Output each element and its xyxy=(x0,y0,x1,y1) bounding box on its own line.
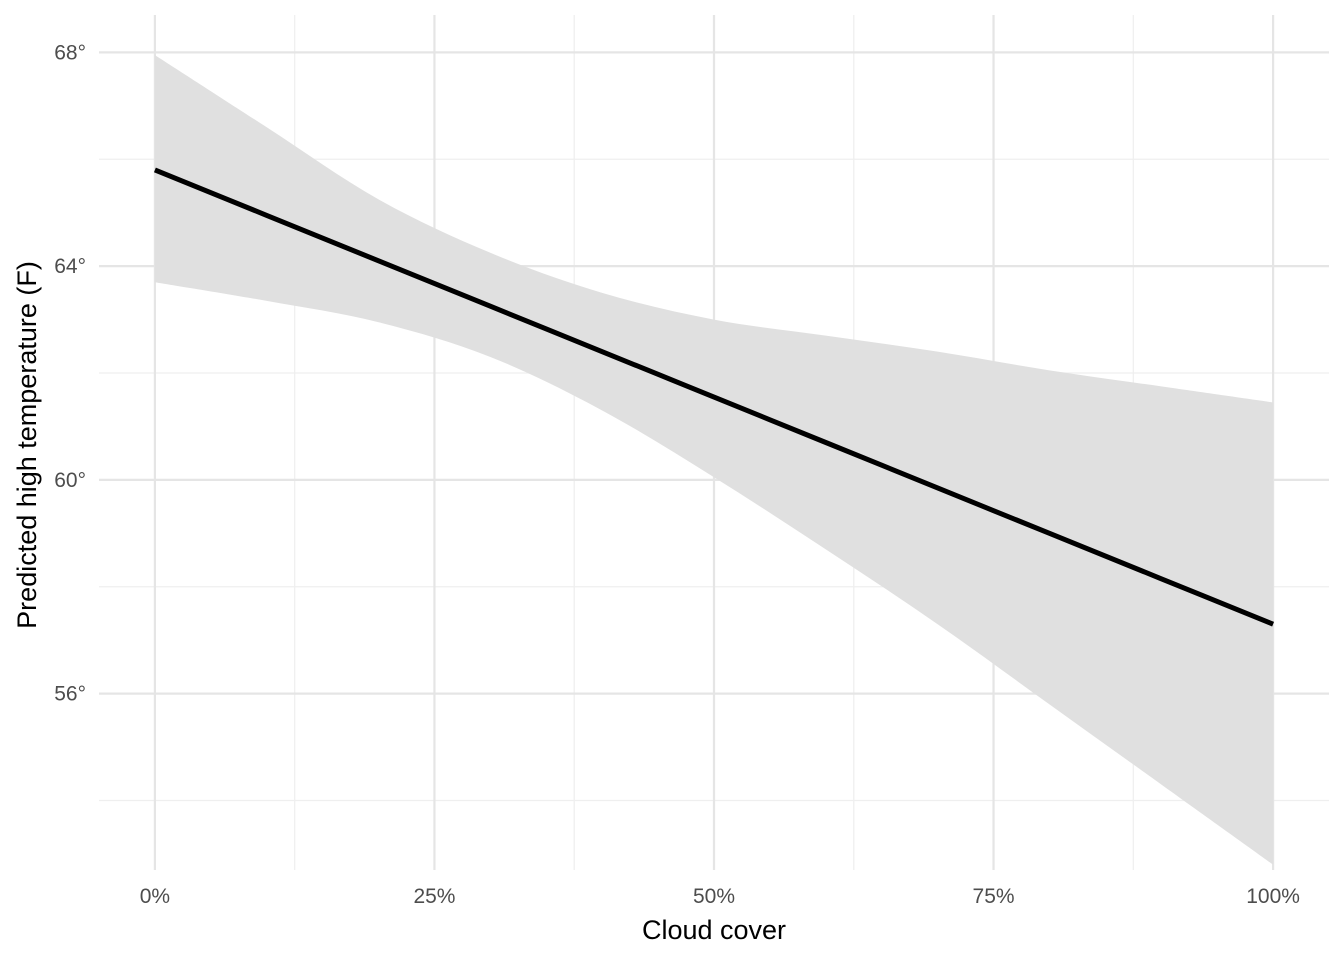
regression-line-layer xyxy=(153,167,1275,627)
y-tick-label: 56° xyxy=(54,683,86,706)
y-tick-label: 64° xyxy=(54,255,86,278)
regression-line xyxy=(153,167,1275,627)
y-tick-label: 68° xyxy=(54,41,86,64)
x-axis-ticks: 0% 25% 50% 75% 100% xyxy=(140,885,1300,908)
y-tick-label: 60° xyxy=(54,469,86,492)
x-tick-label: 50% xyxy=(693,885,735,908)
y-axis-title: Predicted high temperature (F) xyxy=(12,261,42,629)
x-tick-label: 25% xyxy=(413,885,455,908)
x-tick-label: 100% xyxy=(1246,885,1300,908)
x-tick-label: 75% xyxy=(973,885,1015,908)
y-axis-ticks: 56° 60° 64° 68° xyxy=(54,41,86,705)
x-axis-title: Cloud cover xyxy=(642,915,786,945)
confidence-band-layer xyxy=(154,55,1274,865)
x-tick-label: 0% xyxy=(140,885,170,908)
confidence-band xyxy=(154,55,1274,865)
